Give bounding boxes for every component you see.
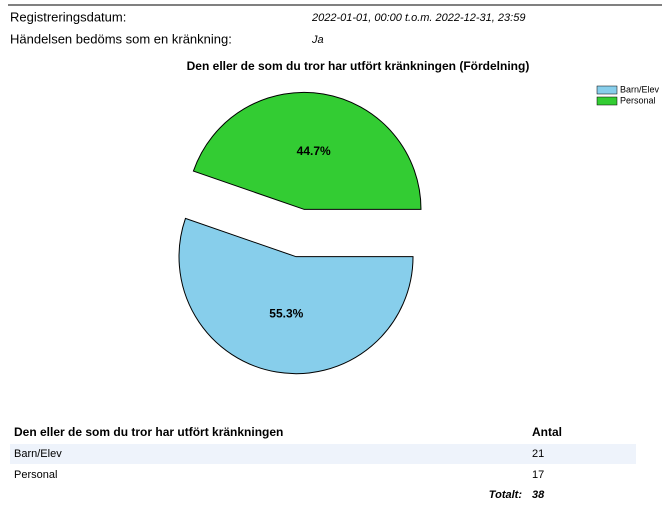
slice-label: 44.7%	[297, 144, 331, 158]
legend-label: Personal	[620, 95, 656, 105]
pie-slice	[178, 217, 414, 375]
column-header: Den eller de som du tror har utfört krän…	[14, 425, 283, 439]
row-band	[10, 444, 636, 464]
legend-swatch	[596, 85, 618, 95]
cell: Personal	[14, 469, 57, 481]
field-value: 2022-01-01, 00:00 t.o.m. 2022-12-31, 23:…	[311, 12, 525, 24]
cell: 17	[532, 469, 544, 481]
field-value: Ja	[311, 34, 324, 46]
field-label: Registreringsdatum:	[10, 9, 126, 24]
chart-title: Den eller de som du tror har utfört krän…	[187, 59, 530, 73]
pie-slice	[192, 91, 422, 210]
field-label: Händelsen bedöms som en kränkning:	[10, 31, 232, 46]
total-label: Totalt:	[489, 489, 523, 501]
cell: Barn/Elev	[14, 448, 62, 460]
legend-label: Barn/Elev	[620, 84, 660, 94]
legend-swatch	[596, 96, 618, 106]
cell: 21	[532, 448, 544, 460]
total-value: 38	[532, 489, 545, 501]
column-header: Antal	[532, 425, 562, 439]
slice-label: 55.3%	[269, 307, 303, 321]
